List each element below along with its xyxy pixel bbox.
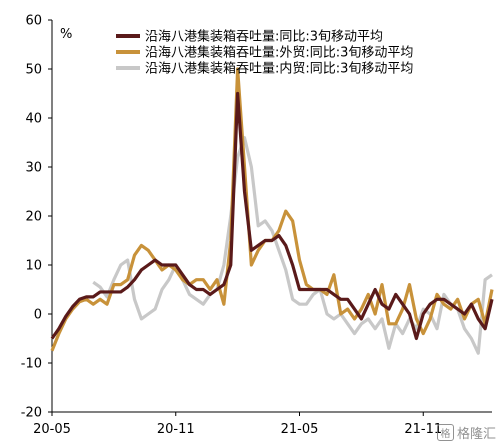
x-ticks: 20-05 20-11 21-05 21-11 (33, 412, 442, 437)
x-tick-label: 21-05 (281, 422, 319, 437)
y-unit-label: % (60, 27, 72, 42)
y-tick-label: 0 (34, 308, 42, 323)
y-tick-label: 50 (25, 63, 42, 78)
legend: 沿海八港集装箱吞吐量:同比:3旬移动平均沿海八港集装箱吞吐量:外贸:同比:3旬移… (116, 29, 413, 77)
legend-label-2: 沿海八港集装箱吞吐量:内贸:同比:3旬移动平均 (145, 61, 413, 77)
y-tick-label: -10 (21, 357, 42, 372)
x-tick-label: 20-05 (33, 422, 71, 437)
series-lines (50, 67, 494, 355)
x-tick-label: 21-11 (404, 422, 442, 437)
watermark: 格 格隆汇 (436, 423, 496, 442)
y-ticks: 60 50 40 30 20 10 0 -10 -20 (21, 14, 52, 421)
series-line-2 (92, 136, 493, 355)
legend-label-1: 沿海八港集装箱吞吐量:外贸:同比:3旬移动平均 (145, 45, 413, 61)
y-tick-label: 20 (25, 210, 42, 225)
x-tick-label: 20-11 (157, 422, 195, 437)
legend-label-0: 沿海八港集装箱吞吐量:同比:3旬移动平均 (145, 29, 383, 45)
plot-area: 60 50 40 30 20 10 0 -10 -20 20-05 20-11 21-05 21-11 (21, 14, 494, 437)
y-tick-label: 40 (25, 112, 42, 127)
watermark-text: 格隆汇 (456, 427, 496, 442)
y-tick-label: 10 (25, 259, 42, 274)
y-tick-label: 30 (25, 161, 42, 176)
watermark-logo-icon: 格 (436, 424, 454, 441)
y-tick-label: -20 (21, 406, 42, 421)
y-tick-label: 60 (25, 14, 42, 29)
series-line-0 (50, 91, 494, 341)
